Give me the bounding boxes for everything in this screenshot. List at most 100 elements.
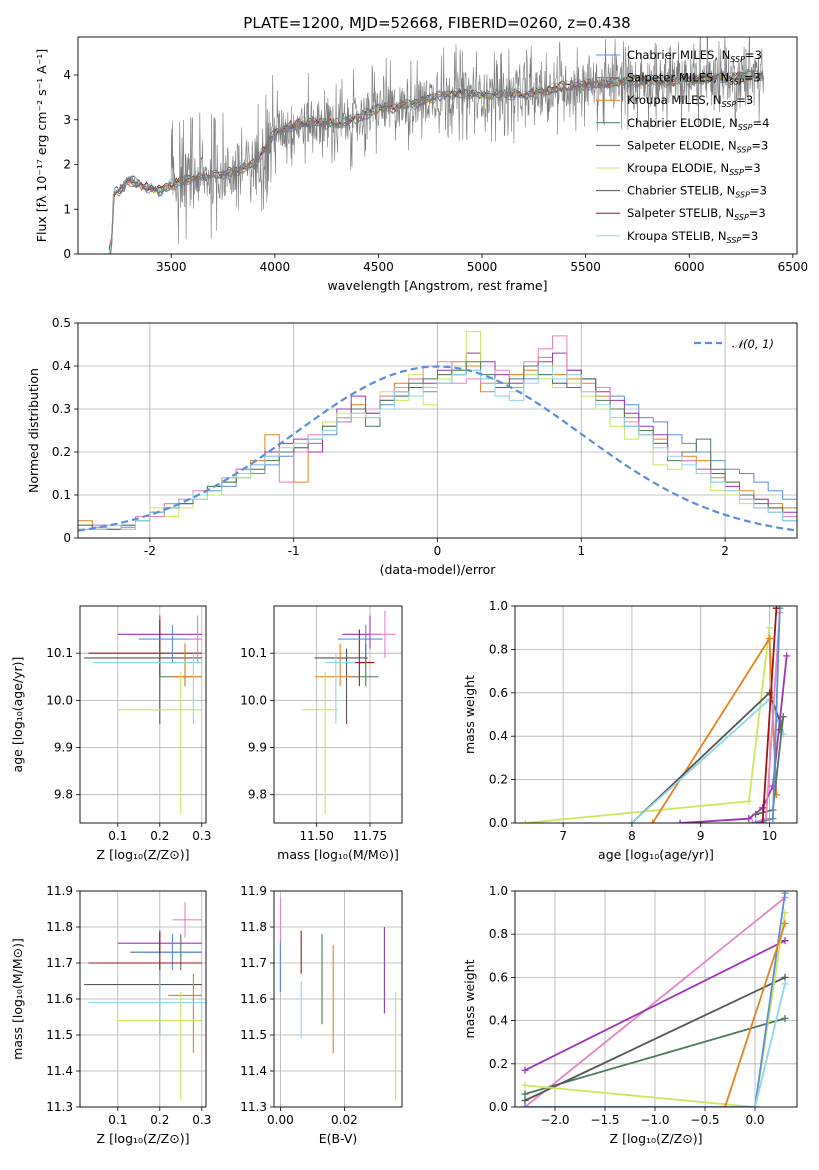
mass-weight-marker (781, 973, 789, 981)
y-tick-label: 0.4 (489, 729, 508, 743)
spectrum-panel: 3500 4000 4500 5000 5500 6000 6500 0 1 2 3 4 wavelen… (34, 36, 809, 293)
x-tick-label: −2.0 (540, 1113, 569, 1127)
legend-entry: Chabrier MILES, NSSP=3 (627, 48, 762, 64)
x-tick-label: −1.5 (590, 1113, 619, 1127)
y-tick-label: 11.6 (46, 992, 73, 1006)
x-tick-label: -2 (144, 544, 156, 558)
x-axis-label: (data-model)/error (380, 562, 497, 577)
y-tick-label: 11.3 (240, 1100, 267, 1114)
x-axis-label: Z [log₁₀(Z/Z⊙)] (97, 847, 190, 862)
mass-weight-line (524, 896, 786, 1107)
x-tick-label: 9 (697, 829, 705, 843)
y-tick-label: 11.8 (46, 920, 73, 934)
x-tick-label: 0.2 (150, 829, 169, 843)
mass-weight-line (754, 983, 786, 1107)
mass-weight-marker (781, 891, 789, 897)
y-tick-label: 0 (63, 531, 71, 545)
x-tick-label: 3500 (156, 260, 187, 274)
y-tick-label: 0 (63, 247, 71, 261)
x-tick-label: −1.0 (640, 1113, 669, 1127)
mass-weight-marker (765, 624, 773, 632)
mass-weight-marker (781, 937, 789, 945)
x-axis-label: E(B-V) (319, 1131, 358, 1146)
legend-entry: Chabrier ELODIE, NSSP=4 (627, 116, 769, 132)
legend-entry: Salpeter STELIB, NSSP=3 (627, 206, 766, 222)
normal-distribution-line (78, 365, 797, 532)
plot-area (301, 610, 396, 814)
model-spectrum-line (108, 68, 764, 249)
mass-weight-vs-metallicity-panel: −2.0 −1.5 −1.0 −0.5 0.0 0.0 0.2 0.4 0.6 0.8 1.0 Z [… (462, 884, 798, 1146)
y-tick-label: 0.5 (52, 316, 71, 330)
mass-weight-marker (781, 1014, 789, 1022)
mass-weight-marker (752, 819, 760, 823)
y-axis-label: Normed distribution (26, 368, 41, 493)
y-tick-label: 0.4 (52, 359, 71, 373)
y-tick-label: 4 (63, 68, 71, 82)
x-tick-label: 6500 (778, 260, 809, 274)
mass-weight-marker (721, 1103, 729, 1107)
plot-area (521, 606, 791, 823)
y-tick-label: 10.0 (46, 693, 73, 707)
spectrum-legend: Chabrier MILES, NSSP=3 Salpeter MILES, NS… (596, 48, 769, 245)
x-axis-label: age [log₁₀(age/yr)] (598, 847, 714, 862)
mass-weight-marker (649, 819, 657, 823)
x-tick-label: 0 (434, 544, 442, 558)
plot-area (84, 901, 206, 1100)
x-tick-label: 0.3 (192, 1113, 211, 1127)
y-axis-label: mass [log₁₀(M/M⊙)] (10, 938, 25, 1060)
x-tick-label: 2 (721, 544, 729, 558)
x-tick-label: −0.5 (690, 1113, 719, 1127)
y-tick-label: 2 (63, 158, 71, 172)
x-tick-label: 0.02 (331, 1113, 358, 1127)
legend-entry: Kroupa STELIB, NSSP=3 (627, 229, 758, 245)
axes-frame (77, 36, 798, 255)
mass-weight-marker (521, 1103, 529, 1107)
mass-vs-metallicity-panel: 0.1 0.2 0.3 11.3 11.4 11.5 11.6 11.7 11.8 11.9 Z [… (10, 884, 211, 1146)
y-tick-label: 11.4 (240, 1064, 267, 1078)
y-tick-label: 1.0 (489, 884, 508, 898)
y-tick-label: 9.9 (54, 741, 73, 755)
mass-weight-marker (521, 1066, 529, 1074)
mass-weight-line (524, 912, 786, 1107)
y-tick-label: 11.5 (46, 1028, 73, 1042)
mass-weight-marker (765, 635, 773, 643)
x-tick-label: 11.50 (299, 829, 333, 843)
y-tick-label: 3 (63, 113, 71, 127)
x-tick-label: 0.2 (150, 1113, 169, 1127)
mass-weight-line (525, 893, 786, 1107)
mass-weight-marker (676, 819, 684, 823)
mass-weight-line (761, 608, 778, 823)
x-tick-label: 10 (762, 829, 777, 843)
x-tick-label: 4000 (260, 260, 291, 274)
legend-entry: Salpeter MILES, NSSP=3 (627, 71, 761, 87)
y-tick-label: 1 (63, 202, 71, 216)
y-tick-label: 10.1 (46, 646, 73, 660)
mass-weight-marker (521, 1081, 529, 1089)
age-vs-mass-panel: 11.50 11.75 9.8 9.9 10.0 10.1 mass [log₁₀(M/M⊙… (240, 605, 403, 862)
plot-area (84, 615, 202, 814)
x-axis-label: Z [log₁₀(Z/Z⊙)] (610, 1131, 703, 1146)
y-axis-label: age [log₁₀(age/yr)] (10, 657, 25, 773)
residual-histogram-line (78, 365, 797, 530)
x-tick-label: 6000 (674, 260, 705, 274)
y-tick-label: 0.1 (52, 488, 71, 502)
y-tick-label: 11.9 (240, 884, 267, 898)
y-tick-label: 11.5 (240, 1028, 267, 1042)
x-axis-label: wavelength [Angstrom, rest frame] (327, 278, 547, 293)
y-tick-label: 10.0 (240, 693, 267, 707)
mass-weight-marker (745, 797, 753, 805)
mass-weight-marker (521, 1097, 529, 1105)
x-axis-label: Z [log₁₀(Z/Z⊙)] (97, 1131, 190, 1146)
axes-frame (514, 605, 798, 824)
mass-weight-marker (748, 819, 756, 823)
mass-weight-marker (781, 919, 789, 927)
y-tick-label: 0.3 (52, 402, 71, 416)
plot-area (78, 331, 797, 532)
mass-weight-marker (781, 980, 789, 988)
axes-frame (514, 890, 798, 1108)
legend-entry: Salpeter ELODIE, NSSP=3 (627, 138, 768, 154)
mass-weight-marker (769, 782, 777, 790)
age-vs-metallicity-panel: 0.1 0.2 0.3 9.8 9.9 10.0 10.1 Z [log₁₀(Z/Z⊙)] ag… (10, 605, 211, 862)
y-tick-label: 0.0 (489, 1100, 508, 1114)
